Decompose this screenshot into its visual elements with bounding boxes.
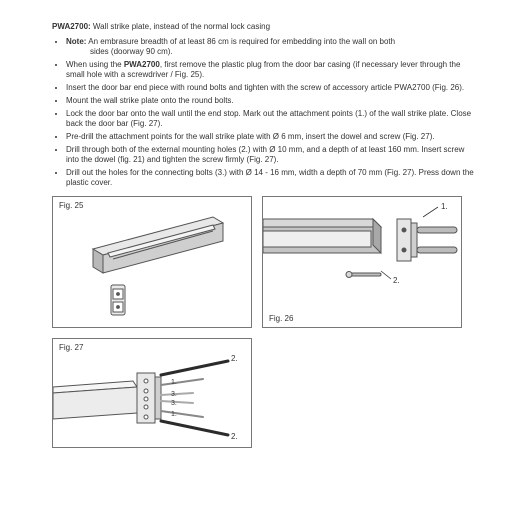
figure-27: Fig. 27: [52, 338, 252, 448]
page: PWA2700: Wall strike plate, instead of t…: [0, 0, 510, 458]
list-item: Lock the door bar onto the wall until th…: [66, 109, 474, 129]
svg-text:3.: 3.: [171, 391, 177, 398]
figure-25: Fig. 25: [52, 196, 252, 328]
svg-text:1.: 1.: [171, 411, 177, 418]
list-item: Insert the door bar end piece with round…: [66, 83, 474, 93]
note-cont: sides (doorway 90 cm).: [66, 47, 474, 57]
fig25-label: Fig. 25: [59, 201, 83, 210]
fig26-mark-1: 1.: [441, 202, 448, 211]
figure-row-1: Fig. 25: [52, 196, 474, 328]
note-lead: Note:: [66, 37, 86, 46]
title-line: PWA2700: Wall strike plate, instead of t…: [52, 22, 474, 31]
list-item: Drill out the holes for the connecting b…: [66, 168, 474, 188]
fig25-svg: [53, 197, 251, 327]
list-item: Pre-drill the attachment points for the …: [66, 132, 474, 142]
fig27-svg: 1. 3. 3. 1. 2. 2.: [53, 339, 251, 447]
fig26-svg: 1. 2.: [263, 197, 461, 327]
note-text: An embrasure breadth of at least 86 cm i…: [86, 37, 395, 46]
svg-text:2.: 2.: [231, 354, 238, 363]
svg-text:1.: 1.: [171, 379, 177, 386]
list-item: Note: An embrasure breadth of at least 8…: [66, 37, 474, 57]
list-item: Drill through both of the external mount…: [66, 145, 474, 165]
instruction-list: Note: An embrasure breadth of at least 8…: [52, 37, 474, 188]
list-item: When using the PWA2700, first remove the…: [66, 60, 474, 80]
fig26-mark-2: 2.: [393, 276, 400, 285]
svg-text:2.: 2.: [231, 432, 238, 441]
title-rest: Wall strike plate, instead of the normal…: [91, 22, 270, 31]
fig27-label: Fig. 27: [59, 343, 83, 352]
product-code: PWA2700:: [52, 22, 91, 31]
fig26-label: Fig. 26: [269, 314, 293, 323]
svg-text:3.: 3.: [171, 400, 177, 407]
figure-26: Fig. 26: [262, 196, 462, 328]
list-item: Mount the wall strike plate onto the rou…: [66, 96, 474, 106]
